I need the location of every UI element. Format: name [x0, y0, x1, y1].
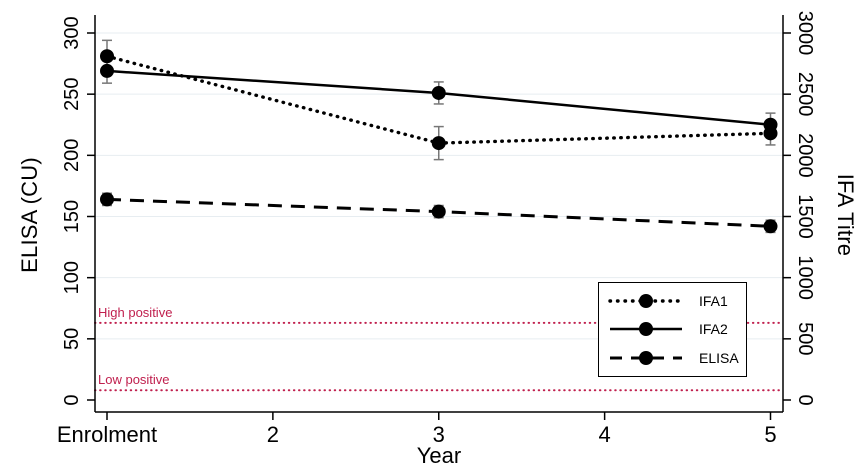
- y-tick-label-right: 1500: [794, 194, 816, 239]
- legend-label-ifa1: IFA1: [699, 293, 728, 310]
- y-tick-label-right: 2000: [794, 133, 816, 178]
- legend-item-ifa2: IFA2: [599, 320, 746, 338]
- y-tick-label-right: 0: [794, 394, 816, 405]
- y-tick-label-right: 1000: [794, 255, 816, 300]
- legend-item-elisa: ELISA: [599, 349, 746, 367]
- reference-label-high: High positive: [98, 304, 173, 320]
- legend-label-elisa: ELISA: [699, 349, 739, 366]
- x-axis-title: Year: [416, 443, 462, 468]
- y-tick-label-left: 0: [61, 394, 83, 405]
- x-tick-label: Enrolment: [57, 422, 157, 447]
- legend-label-ifa2: IFA2: [699, 321, 728, 338]
- elisa-dashed-line-sample-icon: [610, 350, 682, 365]
- ifa2-solid-line-sample-icon: [610, 322, 682, 337]
- y-tick-label-left: 200: [61, 139, 83, 172]
- marker-ifa1: [431, 136, 446, 151]
- y-tick-label-left: 300: [61, 16, 83, 49]
- y-axis-title-left: ELISA (CU): [17, 157, 42, 273]
- y-axis-title-right: IFA Titre: [833, 173, 858, 257]
- legend: IFA1 IFA2 ELISA: [598, 282, 747, 377]
- marker-elisa: [100, 192, 114, 207]
- y-tick-label-left: 100: [61, 261, 83, 294]
- y-tick-label-right: 500: [794, 322, 816, 355]
- marker-elisa: [763, 219, 778, 234]
- marker-elisa: [431, 204, 446, 219]
- y-tick-label-left: 50: [61, 328, 83, 350]
- x-tick-label: 2: [267, 422, 279, 447]
- y-tick-label-right: 2500: [794, 72, 816, 117]
- marker-ifa2: [100, 63, 114, 78]
- ifa1-dotted-line-sample-icon: [608, 294, 684, 309]
- marker-ifa1: [100, 49, 114, 64]
- x-tick-label: 3: [433, 422, 445, 447]
- y-tick-label-right: 3000: [794, 11, 816, 56]
- reference-label-low: Low positive: [98, 372, 170, 388]
- marker-ifa2: [431, 85, 446, 100]
- x-tick-label: 4: [599, 422, 611, 447]
- y-tick-label-left: 250: [61, 77, 83, 110]
- x-tick-label: 5: [764, 422, 776, 447]
- y-tick-label-left: 150: [61, 200, 83, 233]
- marker-ifa2: [763, 117, 778, 132]
- legend-item-ifa1: IFA1: [599, 292, 746, 310]
